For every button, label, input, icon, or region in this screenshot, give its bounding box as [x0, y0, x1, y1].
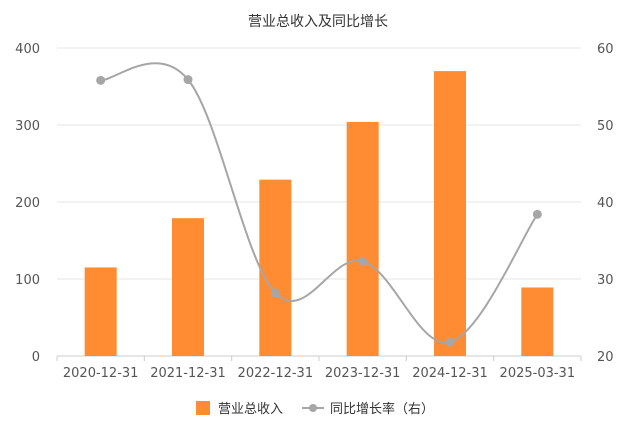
- line-point: [532, 209, 542, 219]
- right-tick-label: 60: [597, 42, 614, 57]
- bar-series: [84, 71, 554, 356]
- x-tick-label: 2023-12-31: [325, 366, 401, 381]
- right-axis: 20 30 40 50 60: [597, 42, 614, 365]
- x-tick-label: 2020-12-31: [63, 366, 139, 381]
- grid: [57, 47, 581, 280]
- line-point: [96, 75, 106, 85]
- left-tick-label: 100: [15, 273, 40, 288]
- bar: [346, 121, 379, 356]
- left-tick-label: 300: [15, 119, 40, 134]
- bar: [521, 287, 554, 356]
- line-point: [358, 256, 368, 266]
- legend-line-marker: [309, 404, 317, 412]
- x-axis: 2020-12-31 2021-12-31 2022-12-31 2023-12-31…: [56, 355, 582, 381]
- bar: [434, 71, 466, 356]
- line-point: [183, 75, 193, 85]
- line-point: [270, 288, 280, 298]
- growth-line: [100, 62, 539, 344]
- x-tick-label: 2021-12-31: [150, 366, 226, 381]
- bar: [172, 218, 204, 356]
- left-axis: 0 100 200 300 400: [15, 42, 40, 365]
- left-tick-label: 400: [15, 42, 40, 57]
- x-tick-label: 2022-12-31: [238, 366, 314, 381]
- bar: [84, 267, 117, 356]
- legend: 营业总收入 同比增长率（右）: [196, 401, 434, 417]
- x-tick-label: 2025-03-31: [500, 366, 576, 381]
- bar: [259, 179, 292, 356]
- chart-title: 营业总收入及同比增长: [248, 14, 388, 30]
- x-tick-label: 2024-12-31: [412, 366, 488, 381]
- legend-bar-swatch: [196, 401, 210, 415]
- right-tick-label: 30: [597, 273, 614, 288]
- right-tick-label: 40: [597, 196, 614, 211]
- legend-bar-label: 营业总收入: [218, 402, 283, 417]
- line-point: [445, 337, 455, 347]
- right-tick-label: 20: [597, 350, 614, 365]
- legend-line-label: 同比增长率（右）: [330, 401, 434, 417]
- left-tick-label: 200: [15, 196, 40, 211]
- line-series: [96, 62, 542, 347]
- left-tick-label: 0: [32, 350, 40, 365]
- right-tick-label: 50: [597, 119, 614, 134]
